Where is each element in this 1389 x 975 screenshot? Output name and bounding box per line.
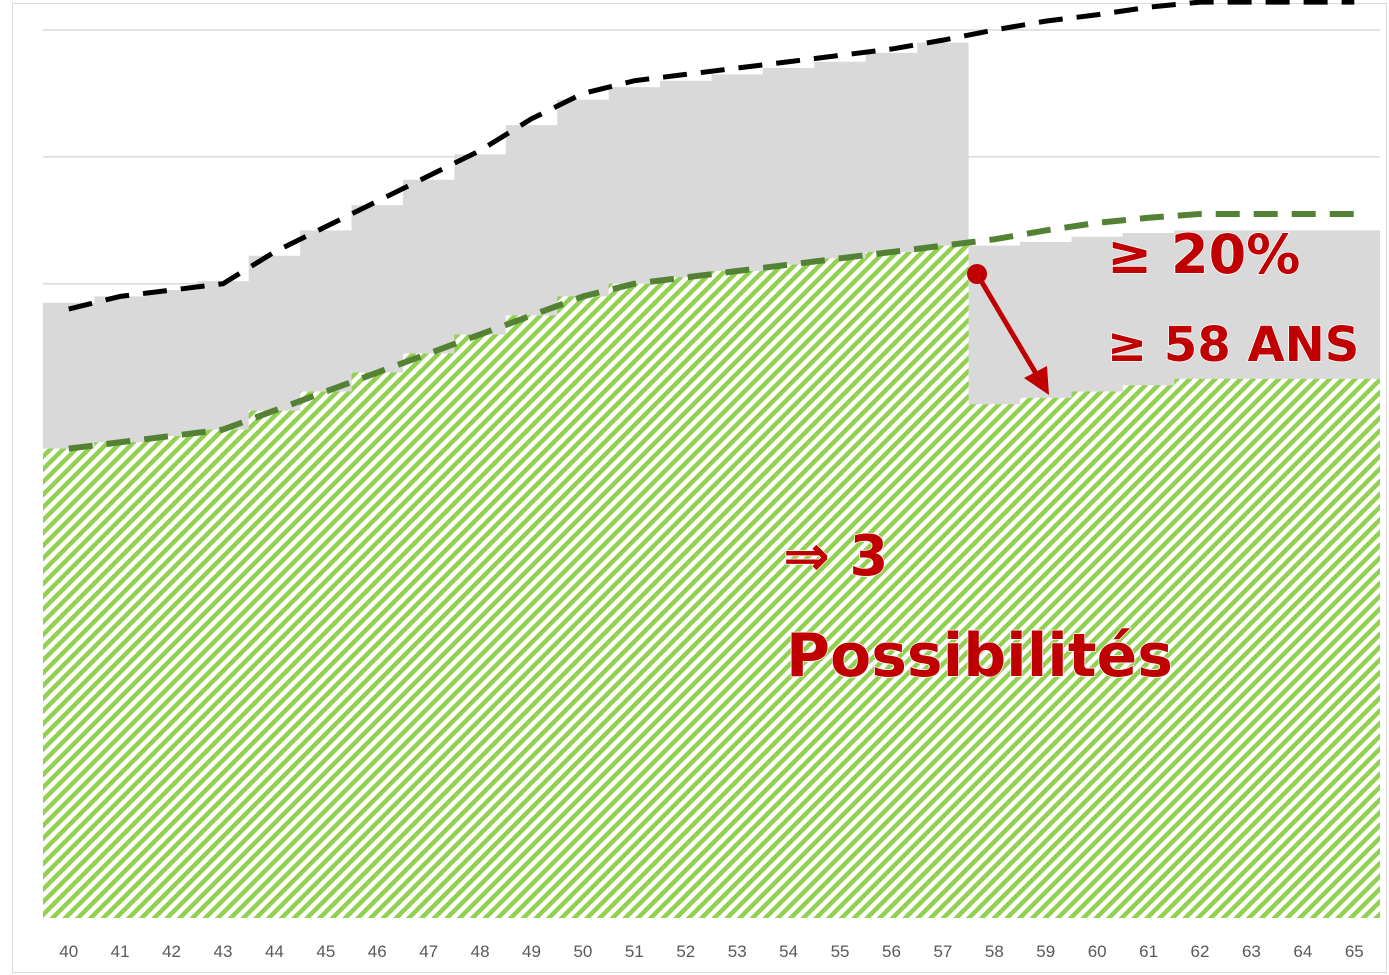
x-tick-label-65: 65 (1345, 942, 1364, 961)
annotation-conclusion-line1: ⇒ 3 (783, 524, 888, 589)
x-tick-label-57: 57 (933, 942, 952, 961)
transition-arrow (967, 264, 1049, 395)
x-tick-label-55: 55 (831, 942, 850, 961)
x-tick-label-56: 56 (882, 942, 901, 961)
x-tick-label-54: 54 (779, 942, 798, 961)
x-tick-label-44: 44 (265, 942, 284, 961)
annotation-threshold-pct: ≥ 20% (1107, 223, 1300, 286)
x-tick-label-48: 48 (471, 942, 490, 961)
green-hatched-area (43, 245, 1380, 918)
upper-dashed-line (68, 0, 1355, 312)
x-tick-label-60: 60 (1088, 942, 1107, 961)
x-tick-label-46: 46 (368, 942, 387, 961)
x-tick-label-52: 52 (676, 942, 695, 961)
x-tick-label-59: 59 (1036, 942, 1055, 961)
x-tick-label-61: 61 (1139, 942, 1158, 961)
x-tick-label-64: 64 (1293, 942, 1312, 961)
transition-point (967, 264, 987, 284)
x-tick-label-58: 58 (985, 942, 1004, 961)
x-tick-label-43: 43 (214, 942, 233, 961)
x-tick-label-45: 45 (316, 942, 335, 961)
x-tick-label-42: 42 (162, 942, 181, 961)
x-tick-label-47: 47 (419, 942, 438, 961)
x-tick-label-51: 51 (625, 942, 644, 961)
lower-dashed-line (68, 210, 1355, 452)
annotation-conclusion-line2: Possibilités (786, 621, 1173, 691)
x-tick-label-53: 53 (728, 942, 747, 961)
x-tick-label-63: 63 (1242, 942, 1261, 961)
x-tick-label-41: 41 (111, 942, 130, 961)
x-tick-label-40: 40 (59, 942, 78, 961)
x-tick-label-62: 62 (1191, 942, 1210, 961)
x-tick-label-50: 50 (573, 942, 592, 961)
annotation-threshold-age: ≥ 58 ANS (1107, 317, 1359, 373)
x-axis-tick-labels: 40 41 42 43 44 45 46 47 48 49 50 51 52 53 54 55 56 57 58 59… (59, 942, 1363, 961)
area-layer (43, 42, 1380, 918)
line-layer (68, 0, 1355, 452)
x-tick-label-49: 49 (522, 942, 541, 961)
